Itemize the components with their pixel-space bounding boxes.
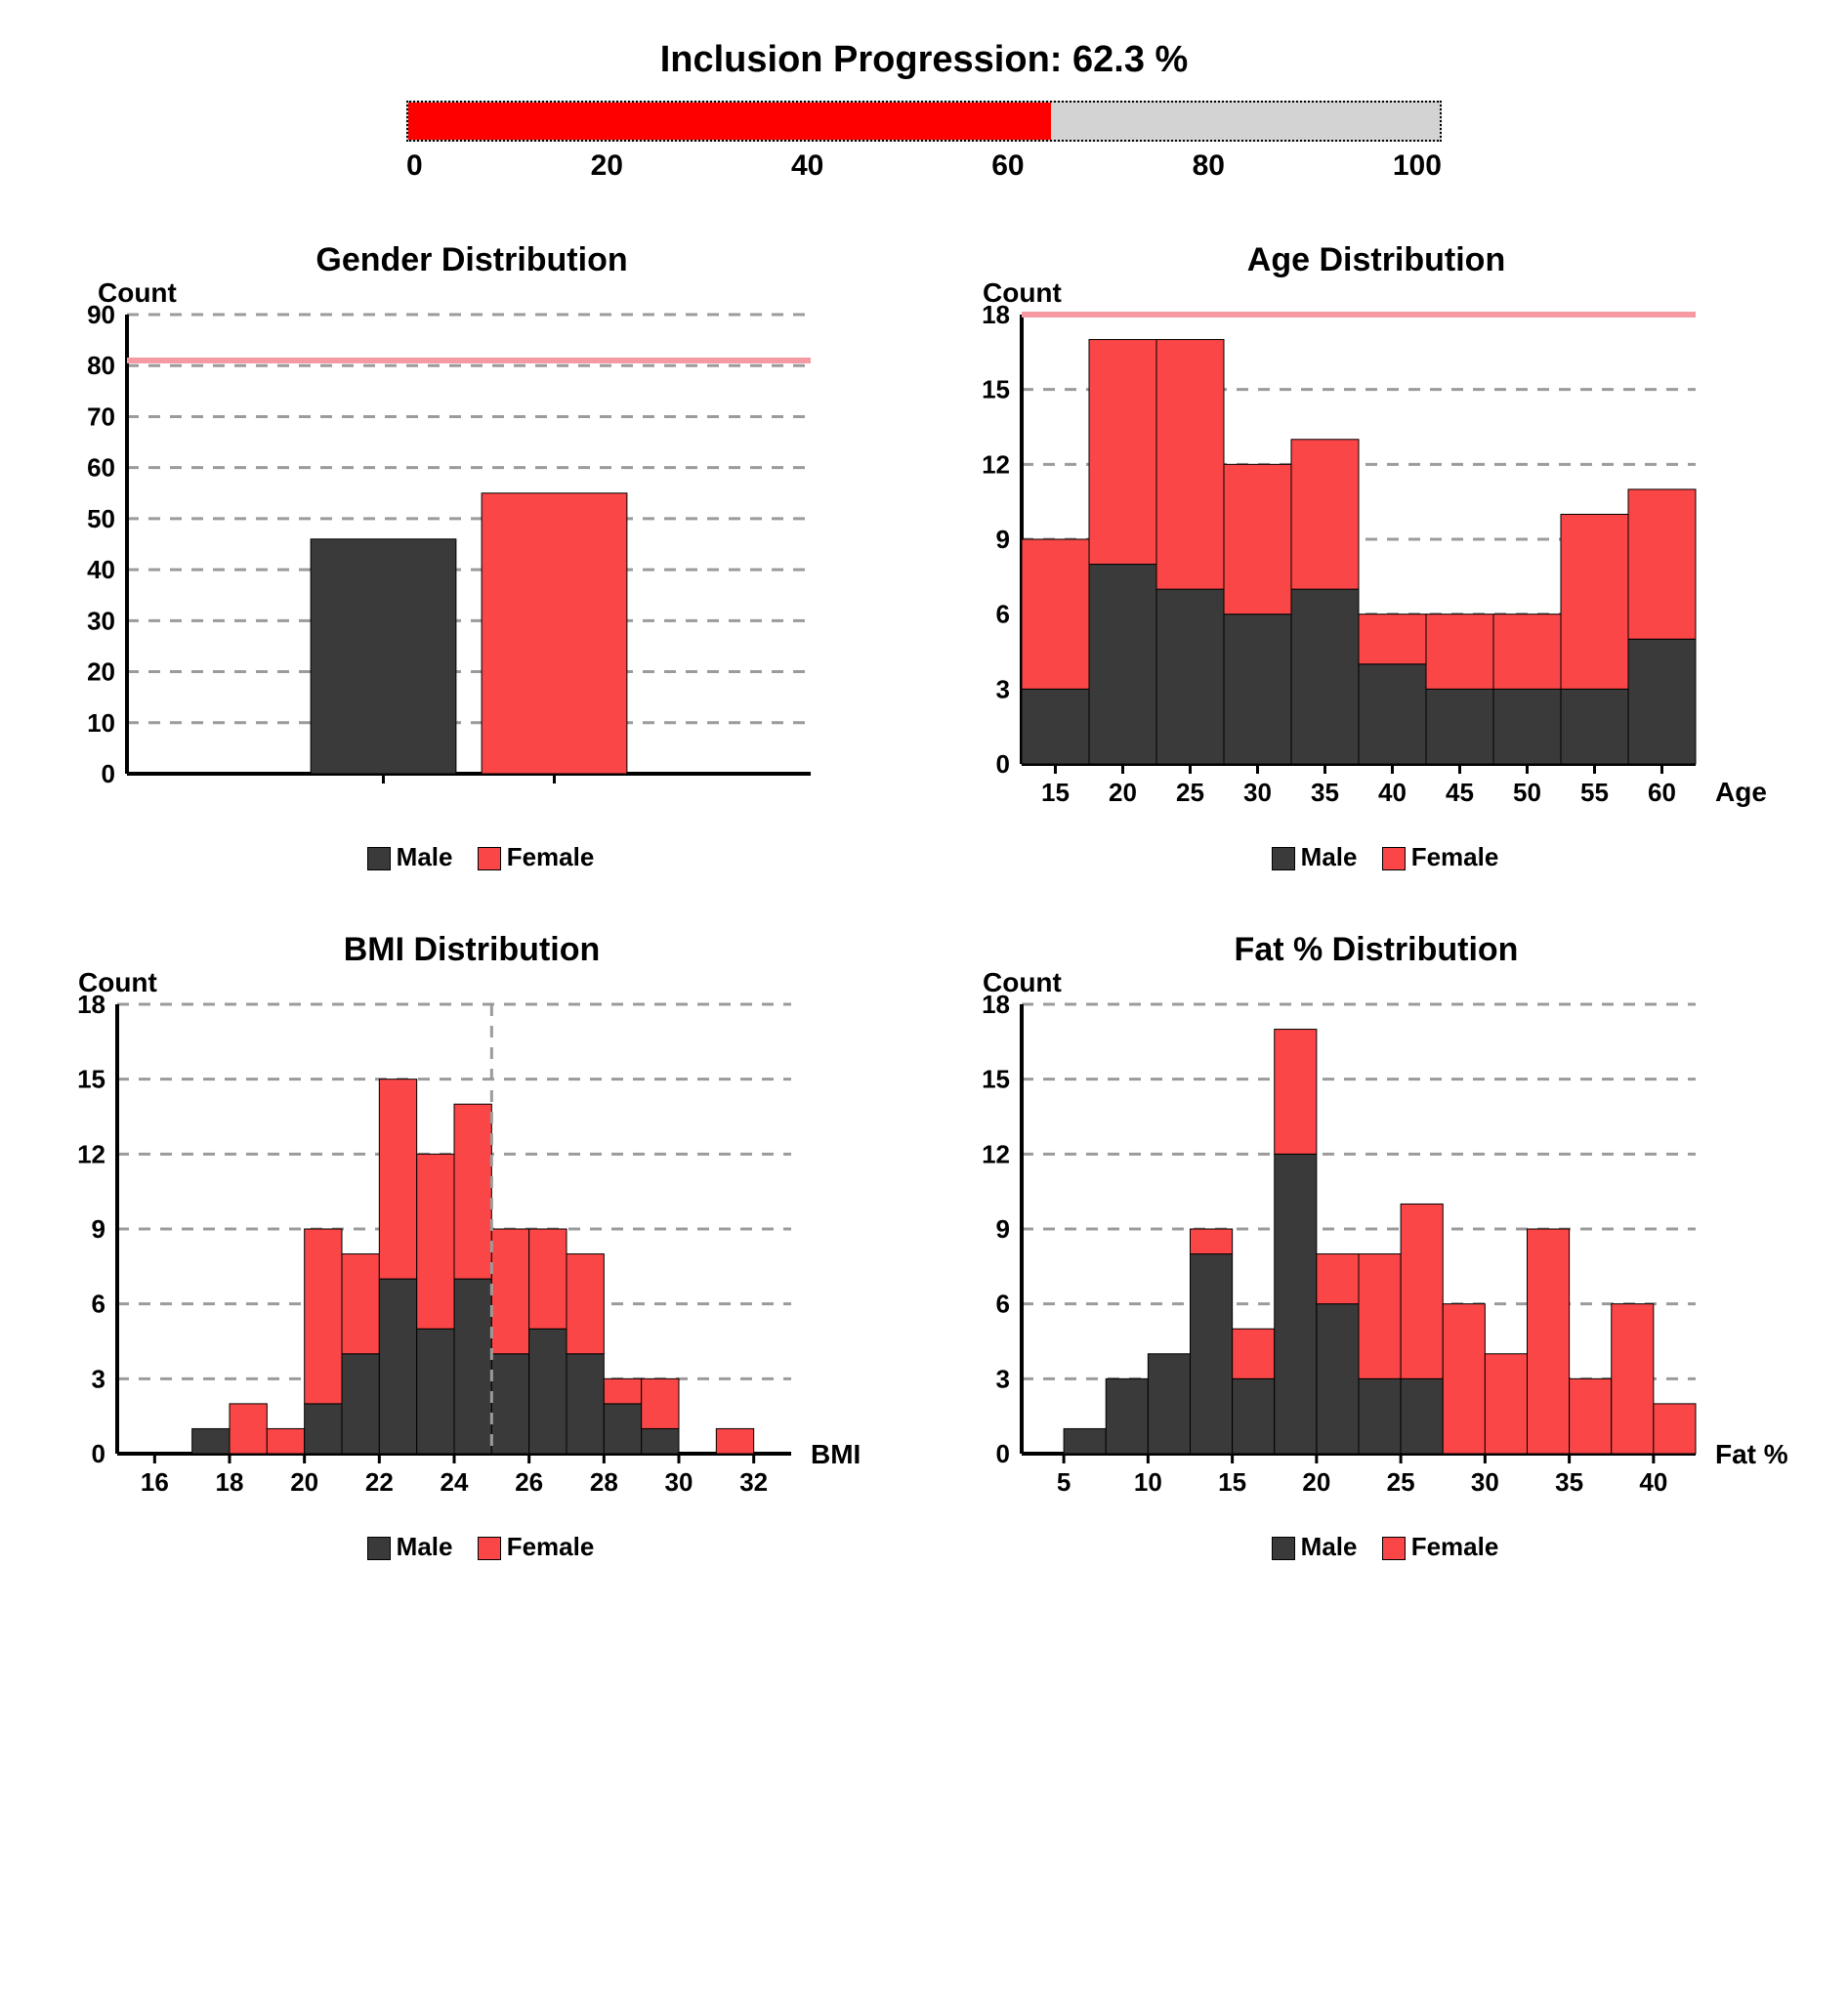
svg-text:0: 0 [996, 1439, 1010, 1468]
svg-text:18: 18 [216, 1467, 244, 1497]
svg-text:Fat %: Fat % [1715, 1439, 1788, 1469]
svg-text:6: 6 [996, 1290, 1010, 1319]
svg-text:10: 10 [87, 708, 115, 738]
svg-text:12: 12 [982, 449, 1010, 479]
legend-male: Male [1301, 842, 1358, 871]
svg-text:15: 15 [982, 1065, 1010, 1094]
svg-text:0: 0 [996, 749, 1010, 779]
svg-text:6: 6 [92, 1290, 105, 1319]
svg-text:BMI: BMI [811, 1439, 861, 1469]
chart-legend: Male Female [944, 1532, 1809, 1562]
legend-female: Female [1411, 1532, 1499, 1561]
page-title: Inclusion Progression: 62.3 % [39, 39, 1809, 81]
svg-text:28: 28 [590, 1467, 618, 1497]
age-svg: 036912151815202530354045505560Age [944, 285, 1803, 832]
male-swatch [367, 1537, 391, 1560]
svg-text:15: 15 [1218, 1467, 1246, 1497]
bmi-svg: 0369121518161820222426283032BMI [39, 975, 899, 1522]
svg-text:60: 60 [87, 453, 115, 483]
svg-text:12: 12 [77, 1139, 105, 1168]
svg-text:40: 40 [1639, 1467, 1667, 1497]
svg-text:32: 32 [739, 1467, 768, 1497]
svg-text:60: 60 [1648, 778, 1676, 807]
svg-text:3: 3 [92, 1364, 105, 1393]
progress-fill [408, 103, 1051, 140]
bmi-chart: BMI Distribution Count 03691215181618202… [39, 931, 904, 1562]
legend-female: Female [507, 842, 595, 871]
gender-svg: 0102030405060708090 [39, 285, 840, 832]
svg-text:20: 20 [1109, 778, 1137, 807]
svg-text:50: 50 [1513, 778, 1541, 807]
svg-text:30: 30 [87, 606, 115, 635]
y-axis-label: Count [983, 967, 1062, 998]
svg-text:20: 20 [87, 657, 115, 687]
svg-text:40: 40 [87, 555, 115, 584]
chart-legend: Male Female [39, 842, 904, 872]
svg-text:20: 20 [290, 1467, 318, 1497]
progress-ticks: 020406080100 [406, 149, 1442, 183]
svg-text:9: 9 [996, 1214, 1010, 1244]
progress-track [406, 101, 1442, 142]
svg-text:20: 20 [1302, 1467, 1330, 1497]
chart-title: Age Distribution [944, 241, 1809, 279]
legend-male: Male [1301, 1532, 1358, 1561]
svg-text:9: 9 [996, 525, 1010, 554]
svg-text:30: 30 [1243, 778, 1272, 807]
legend-male: Male [397, 842, 453, 871]
svg-text:5: 5 [1057, 1467, 1071, 1497]
legend-female: Female [1411, 842, 1499, 871]
svg-text:24: 24 [441, 1467, 469, 1497]
chart-title: Gender Distribution [39, 241, 904, 279]
svg-text:45: 45 [1446, 778, 1474, 807]
svg-text:35: 35 [1555, 1467, 1583, 1497]
gender-chart: Gender Distribution Count 0 10 20 30 40 50 60 7… [39, 241, 904, 872]
female-swatch [1382, 847, 1406, 870]
svg-text:26: 26 [515, 1467, 543, 1497]
svg-text:9: 9 [92, 1214, 105, 1244]
legend-female: Female [507, 1532, 595, 1561]
chart-legend: Male Female [39, 1532, 904, 1562]
svg-text:0: 0 [102, 759, 115, 788]
svg-text:3: 3 [996, 674, 1010, 703]
svg-text:55: 55 [1580, 778, 1609, 807]
svg-text:0: 0 [92, 1439, 105, 1468]
female-swatch [478, 847, 501, 870]
svg-text:25: 25 [1387, 1467, 1415, 1497]
y-axis-label: Count [983, 277, 1062, 309]
svg-text:25: 25 [1176, 778, 1204, 807]
svg-text:3: 3 [996, 1364, 1010, 1393]
age-chart: Age Distribution Count 03691215181520253… [944, 241, 1809, 872]
svg-text:16: 16 [141, 1467, 169, 1497]
fat-svg: 0369121518510152025303540Fat % [944, 975, 1803, 1522]
svg-text:70: 70 [87, 402, 115, 431]
male-swatch [1272, 847, 1295, 870]
y-axis-label: Count [98, 277, 177, 309]
svg-text:30: 30 [1471, 1467, 1499, 1497]
svg-text:Age: Age [1715, 777, 1767, 807]
y-axis-label: Count [78, 967, 157, 998]
svg-text:40: 40 [1378, 778, 1407, 807]
svg-text:6: 6 [996, 600, 1010, 629]
svg-text:50: 50 [87, 504, 115, 533]
svg-text:22: 22 [365, 1467, 394, 1497]
female-swatch [478, 1537, 501, 1560]
svg-text:35: 35 [1311, 778, 1339, 807]
chart-title: Fat % Distribution [944, 931, 1809, 969]
chart-title: BMI Distribution [39, 931, 904, 969]
female-swatch [1382, 1537, 1406, 1560]
svg-text:15: 15 [982, 375, 1010, 404]
svg-text:15: 15 [77, 1065, 105, 1094]
legend-male: Male [397, 1532, 453, 1561]
progress-section: 020406080100 [406, 101, 1442, 183]
svg-text:80: 80 [87, 351, 115, 380]
male-swatch [1272, 1537, 1295, 1560]
fat-chart: Fat % Distribution Count 036912151851015… [944, 931, 1809, 1562]
svg-text:15: 15 [1041, 778, 1070, 807]
chart-legend: Male Female [944, 842, 1809, 872]
svg-text:30: 30 [665, 1467, 693, 1497]
svg-text:12: 12 [982, 1139, 1010, 1168]
male-swatch [367, 847, 391, 870]
svg-text:10: 10 [1134, 1467, 1162, 1497]
